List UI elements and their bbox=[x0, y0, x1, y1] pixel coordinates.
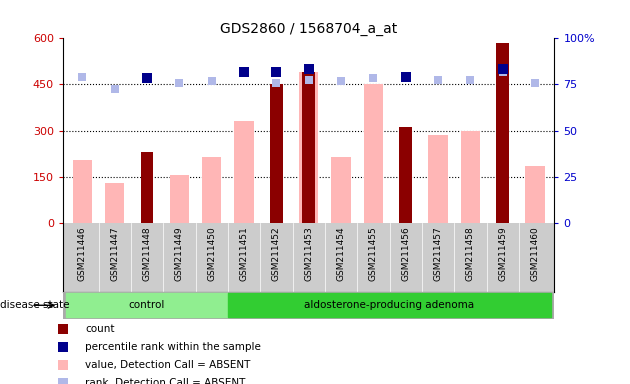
Bar bbox=[399, 127, 412, 223]
Bar bbox=[428, 135, 448, 223]
Bar bbox=[202, 157, 221, 223]
Text: GSM211455: GSM211455 bbox=[369, 226, 378, 281]
Text: GSM211446: GSM211446 bbox=[78, 226, 87, 281]
Bar bbox=[302, 72, 315, 223]
Bar bbox=[260, 223, 292, 292]
Bar bbox=[98, 223, 131, 292]
Text: GSM211459: GSM211459 bbox=[498, 226, 507, 281]
Text: GSM211456: GSM211456 bbox=[401, 226, 410, 281]
Bar bbox=[131, 223, 163, 292]
Text: GSM211453: GSM211453 bbox=[304, 226, 313, 281]
Text: GSM211448: GSM211448 bbox=[142, 226, 152, 281]
Bar bbox=[525, 166, 545, 223]
Bar bbox=[228, 223, 260, 292]
Text: GSM211447: GSM211447 bbox=[110, 226, 119, 281]
Text: GSM211458: GSM211458 bbox=[466, 226, 475, 281]
Bar bbox=[140, 152, 153, 223]
Text: GSM211449: GSM211449 bbox=[175, 226, 184, 281]
Bar bbox=[292, 223, 325, 292]
Bar bbox=[331, 157, 351, 223]
Text: control: control bbox=[129, 300, 165, 310]
Bar bbox=[66, 223, 98, 292]
Text: GSM211454: GSM211454 bbox=[336, 226, 345, 281]
Bar bbox=[163, 223, 195, 292]
Bar bbox=[169, 175, 189, 223]
Text: GSM211452: GSM211452 bbox=[272, 226, 281, 281]
Bar bbox=[299, 72, 318, 223]
Bar bbox=[234, 121, 254, 223]
Text: GSM211450: GSM211450 bbox=[207, 226, 216, 281]
Bar bbox=[72, 160, 92, 223]
Bar bbox=[422, 223, 454, 292]
Text: count: count bbox=[85, 323, 115, 334]
Bar bbox=[486, 223, 519, 292]
Bar bbox=[364, 84, 383, 223]
Title: GDS2860 / 1568704_a_at: GDS2860 / 1568704_a_at bbox=[220, 22, 398, 36]
Text: GSM211457: GSM211457 bbox=[433, 226, 442, 281]
Text: percentile rank within the sample: percentile rank within the sample bbox=[85, 342, 261, 352]
Text: aldosterone-producing adenoma: aldosterone-producing adenoma bbox=[304, 300, 474, 310]
Text: GSM211451: GSM211451 bbox=[239, 226, 249, 281]
Bar bbox=[461, 131, 480, 223]
Bar bbox=[496, 43, 509, 223]
Text: rank, Detection Call = ABSENT: rank, Detection Call = ABSENT bbox=[85, 378, 246, 384]
Text: disease state: disease state bbox=[0, 300, 69, 310]
Bar bbox=[105, 183, 125, 223]
Bar bbox=[519, 223, 551, 292]
Bar bbox=[389, 223, 422, 292]
Text: GSM211460: GSM211460 bbox=[530, 226, 539, 281]
Bar bbox=[270, 84, 283, 223]
Text: value, Detection Call = ABSENT: value, Detection Call = ABSENT bbox=[85, 360, 251, 370]
Bar bbox=[357, 223, 389, 292]
Bar bbox=[325, 223, 357, 292]
Bar bbox=[195, 223, 228, 292]
Bar bbox=[454, 223, 486, 292]
